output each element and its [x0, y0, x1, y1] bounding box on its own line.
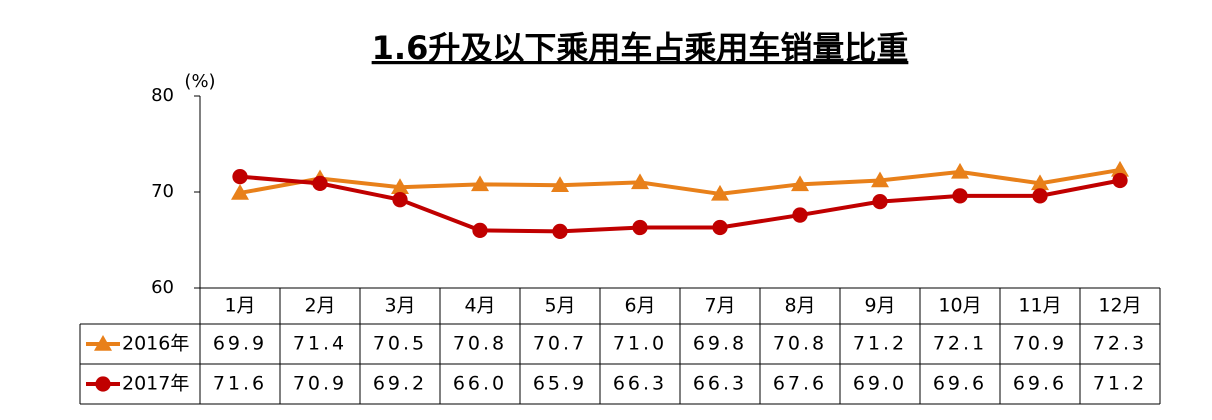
value-label: 72.1 — [933, 333, 987, 355]
value-label: 70.8 — [453, 333, 507, 355]
value-label: 66.3 — [613, 373, 667, 395]
value-label: 71.4 — [293, 333, 347, 355]
point — [631, 173, 649, 190]
point — [712, 219, 728, 236]
value-label: 66.3 — [693, 373, 747, 395]
value-label: 70.5 — [373, 333, 427, 355]
value-label: 69.0 — [853, 373, 907, 395]
point — [711, 184, 729, 201]
point — [551, 176, 569, 193]
value-label: 69.2 — [373, 373, 427, 395]
series-line — [239, 167, 1121, 196]
legend-label: 2016年 — [122, 333, 189, 355]
point — [312, 175, 328, 192]
chart-title: 1.6升及以下乘用车占乘用车销量比重 — [372, 29, 909, 67]
value-label: 70.9 — [293, 373, 347, 395]
x-tick-label: 4月 — [464, 295, 495, 317]
point — [552, 223, 568, 240]
point — [391, 178, 409, 194]
x-tick-label: 2月 — [304, 295, 335, 317]
y-tick-label: 80 — [151, 85, 174, 106]
x-tick-label: 11月 — [1018, 295, 1061, 317]
point — [632, 219, 648, 236]
x-tick-label: 3月 — [384, 295, 415, 317]
x-tick-label: 12月 — [1098, 295, 1141, 317]
x-tick-label: 1月 — [224, 295, 255, 317]
point — [232, 168, 248, 185]
point — [1031, 174, 1049, 191]
value-label: 69.9 — [213, 333, 267, 355]
point — [871, 171, 889, 188]
point — [872, 193, 888, 210]
point — [231, 183, 249, 200]
point — [952, 188, 968, 204]
point — [791, 175, 809, 192]
value-label: 67.6 — [773, 373, 827, 395]
value-label: 69.6 — [1013, 373, 1067, 395]
legend-marker — [94, 335, 112, 351]
point — [792, 207, 808, 223]
value-label: 66.0 — [453, 373, 507, 395]
value-label: 65.9 — [533, 373, 587, 395]
series-line — [239, 174, 1121, 234]
value-label: 72.3 — [1093, 333, 1147, 355]
point — [951, 162, 969, 179]
x-tick-label: 5月 — [544, 295, 575, 317]
value-label: 70.9 — [1013, 333, 1067, 355]
x-tick-label: 10月 — [938, 295, 981, 317]
point — [392, 192, 408, 208]
y-tick-label: 70 — [151, 181, 174, 202]
legend-marker — [95, 376, 111, 392]
x-tick-label: 7月 — [704, 295, 735, 317]
point — [1111, 160, 1129, 177]
legend-label: 2017年 — [122, 373, 189, 395]
value-label: 70.7 — [533, 333, 587, 355]
value-label: 71.6 — [213, 373, 267, 395]
value-label: 69.6 — [933, 373, 987, 395]
value-label: 71.0 — [613, 333, 667, 355]
point — [1112, 172, 1128, 189]
point — [472, 222, 488, 239]
x-tick-label: 6月 — [624, 295, 655, 317]
value-label: 71.2 — [1093, 373, 1147, 395]
y-axis-label: (%) — [184, 71, 215, 92]
x-tick-label: 8月 — [784, 295, 815, 317]
value-label: 69.8 — [693, 333, 747, 355]
point — [1032, 188, 1048, 204]
x-tick-label: 9月 — [864, 295, 895, 317]
point — [471, 175, 489, 192]
value-label: 70.8 — [773, 333, 827, 355]
value-label: 71.2 — [853, 333, 907, 355]
y-tick-label: 60 — [151, 277, 174, 298]
